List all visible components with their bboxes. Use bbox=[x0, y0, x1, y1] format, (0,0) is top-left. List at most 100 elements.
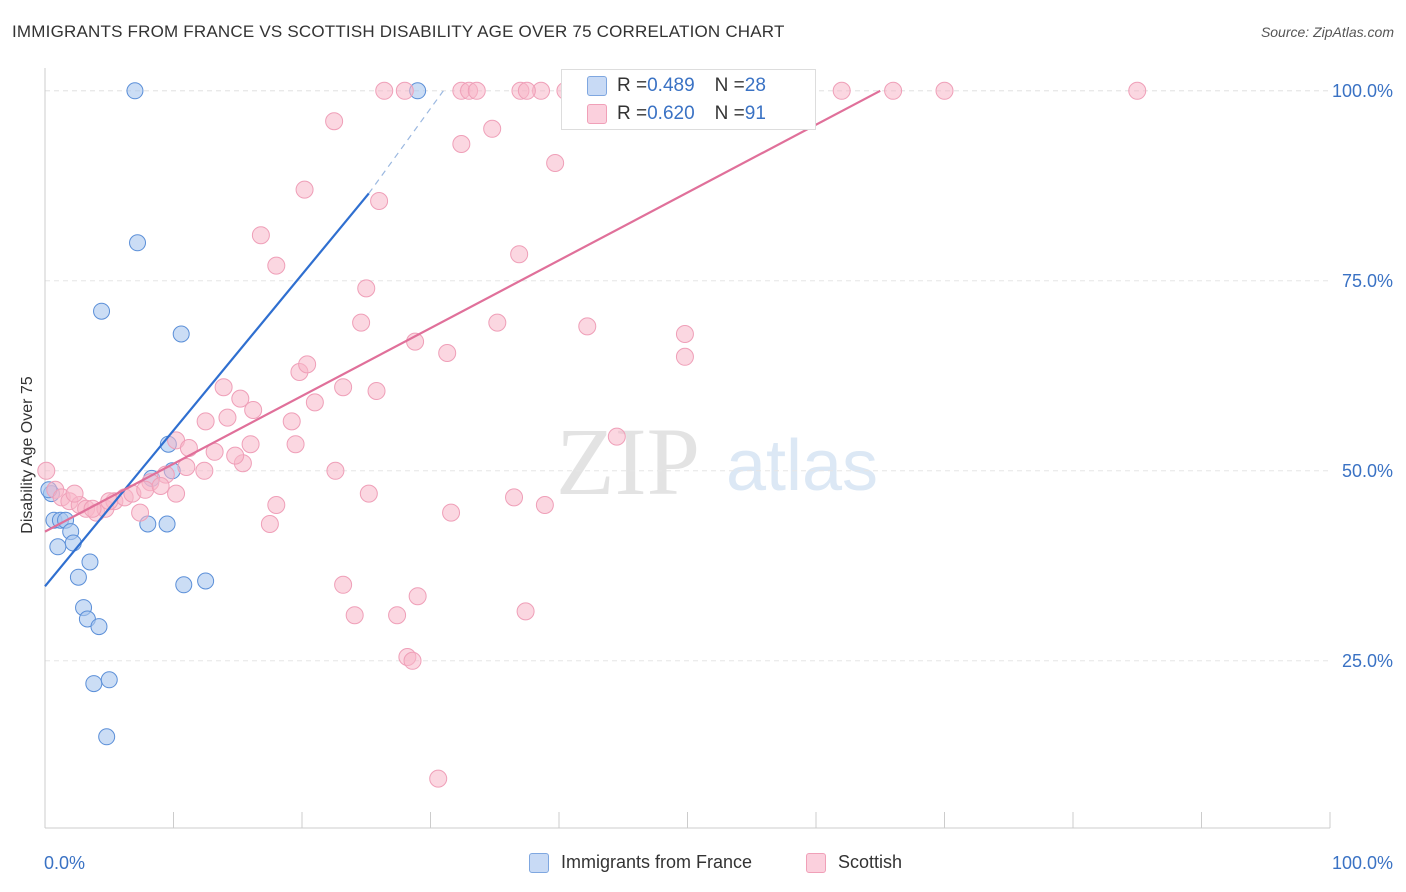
scottish-swatch bbox=[587, 104, 607, 124]
data-point-scottish bbox=[260, 515, 279, 533]
r-value-france: 0.489 bbox=[647, 75, 695, 96]
data-point-scottish bbox=[442, 503, 461, 522]
data-point-france bbox=[81, 553, 99, 571]
data-point-scottish bbox=[218, 408, 237, 427]
data-point-scottish bbox=[884, 81, 903, 100]
legend-swatch-scottish bbox=[806, 852, 826, 873]
data-point-scottish bbox=[305, 393, 324, 412]
r-label: R = bbox=[617, 103, 648, 124]
n-value-scottish: 91 bbox=[744, 103, 766, 124]
x-tick-label: 100.0% bbox=[1332, 853, 1393, 873]
data-point-france bbox=[93, 302, 111, 320]
data-point-scottish bbox=[267, 496, 286, 514]
data-point-scottish bbox=[226, 446, 245, 465]
data-point-scottish bbox=[298, 355, 317, 374]
data-point-scottish bbox=[375, 81, 394, 100]
chart-title: IMMIGRANTS FROM FRANCE VS SCOTTISH DISAB… bbox=[12, 22, 785, 41]
y-tick-label: 50.0% bbox=[1342, 461, 1393, 481]
data-point-scottish bbox=[578, 317, 597, 336]
data-point-france bbox=[69, 568, 87, 586]
data-point-scottish bbox=[286, 435, 305, 454]
data-point-france bbox=[90, 618, 108, 636]
data-point-france bbox=[158, 515, 176, 533]
data-point-france bbox=[64, 534, 82, 552]
data-point-scottish bbox=[535, 496, 554, 514]
legend-item-france: Immigrants from France bbox=[529, 852, 752, 873]
data-point-scottish bbox=[267, 256, 286, 275]
data-point-france bbox=[172, 325, 190, 343]
data-point-france bbox=[126, 82, 144, 100]
data-point-scottish bbox=[832, 81, 851, 100]
data-point-scottish bbox=[334, 575, 353, 594]
data-point-scottish bbox=[334, 378, 353, 397]
series-legend: Immigrants from France Scottish bbox=[0, 852, 1406, 878]
n-label: N = bbox=[714, 75, 745, 96]
watermark-atlas: atlas bbox=[726, 426, 878, 506]
data-point-scottish bbox=[131, 503, 150, 522]
data-point-scottish bbox=[675, 347, 694, 366]
data-point-scottish bbox=[367, 382, 386, 400]
y-tick-label: 100.0% bbox=[1332, 81, 1393, 101]
data-point-scottish bbox=[438, 344, 457, 362]
data-point-scottish bbox=[65, 484, 84, 503]
data-point-france bbox=[100, 671, 118, 689]
data-point-scottish bbox=[151, 477, 170, 495]
data-point-scottish bbox=[251, 226, 270, 245]
data-point-scottish bbox=[546, 154, 565, 172]
data-point-scottish bbox=[231, 389, 250, 408]
y-tick-label: 25.0% bbox=[1342, 651, 1393, 671]
stats-row-scottish: R = 0.620 N = 91 bbox=[562, 99, 766, 129]
data-point-scottish bbox=[177, 458, 196, 476]
data-point-scottish bbox=[510, 245, 529, 264]
data-point-scottish bbox=[607, 427, 626, 446]
data-point-scottish bbox=[295, 180, 314, 199]
legend-swatch-france bbox=[529, 852, 549, 873]
y-tick-label: 75.0% bbox=[1342, 271, 1393, 291]
data-point-scottish bbox=[37, 461, 56, 480]
data-point-scottish bbox=[403, 651, 422, 670]
legend-label-france: Immigrants from France bbox=[561, 852, 753, 872]
data-point-france bbox=[197, 572, 215, 590]
r-value-scottish: 0.620 bbox=[647, 103, 695, 124]
data-point-scottish bbox=[196, 412, 215, 431]
data-point-scottish bbox=[167, 484, 186, 503]
data-point-scottish bbox=[452, 135, 471, 153]
data-point-scottish bbox=[370, 192, 389, 210]
watermark: ZIP atlas bbox=[556, 408, 878, 515]
data-point-scottish bbox=[282, 412, 301, 431]
trendline-france-extension bbox=[368, 90, 444, 194]
data-point-france bbox=[175, 576, 193, 594]
data-point-scottish bbox=[326, 461, 345, 480]
data-point-france bbox=[85, 675, 103, 693]
data-point-france bbox=[49, 538, 67, 556]
n-value-france: 28 bbox=[744, 75, 766, 96]
y-axis-label: Disability Age Over 75 bbox=[19, 376, 36, 534]
data-point-france bbox=[129, 234, 147, 252]
data-point-scottish bbox=[505, 488, 524, 507]
data-point-scottish bbox=[395, 81, 414, 100]
data-point-scottish bbox=[136, 480, 155, 499]
legend-item-scottish: Scottish bbox=[806, 852, 902, 873]
data-point-scottish bbox=[241, 435, 260, 454]
data-point-scottish bbox=[408, 587, 427, 606]
x-tick-label: 0.0% bbox=[44, 853, 85, 873]
r-label: R = bbox=[617, 75, 648, 96]
data-point-scottish bbox=[345, 606, 364, 625]
data-point-scottish bbox=[483, 119, 502, 138]
data-point-scottish bbox=[352, 313, 371, 332]
data-point-scottish bbox=[429, 769, 448, 788]
data-point-scottish bbox=[675, 325, 694, 343]
stats-legend: R = 0.489 N = 28 R = 0.620 N = 91 bbox=[561, 69, 816, 130]
data-point-scottish bbox=[935, 81, 954, 100]
data-point-scottish bbox=[517, 81, 536, 100]
data-point-scottish bbox=[214, 378, 233, 397]
legend-label-scottish: Scottish bbox=[838, 852, 903, 872]
data-point-scottish bbox=[325, 112, 344, 131]
data-point-scottish bbox=[388, 606, 407, 625]
data-point-scottish bbox=[244, 401, 263, 419]
source-label: Source: ZipAtlas.com bbox=[1260, 24, 1394, 40]
france-swatch bbox=[587, 76, 607, 96]
data-point-scottish bbox=[359, 484, 378, 503]
watermark-zip: ZIP bbox=[556, 408, 700, 515]
